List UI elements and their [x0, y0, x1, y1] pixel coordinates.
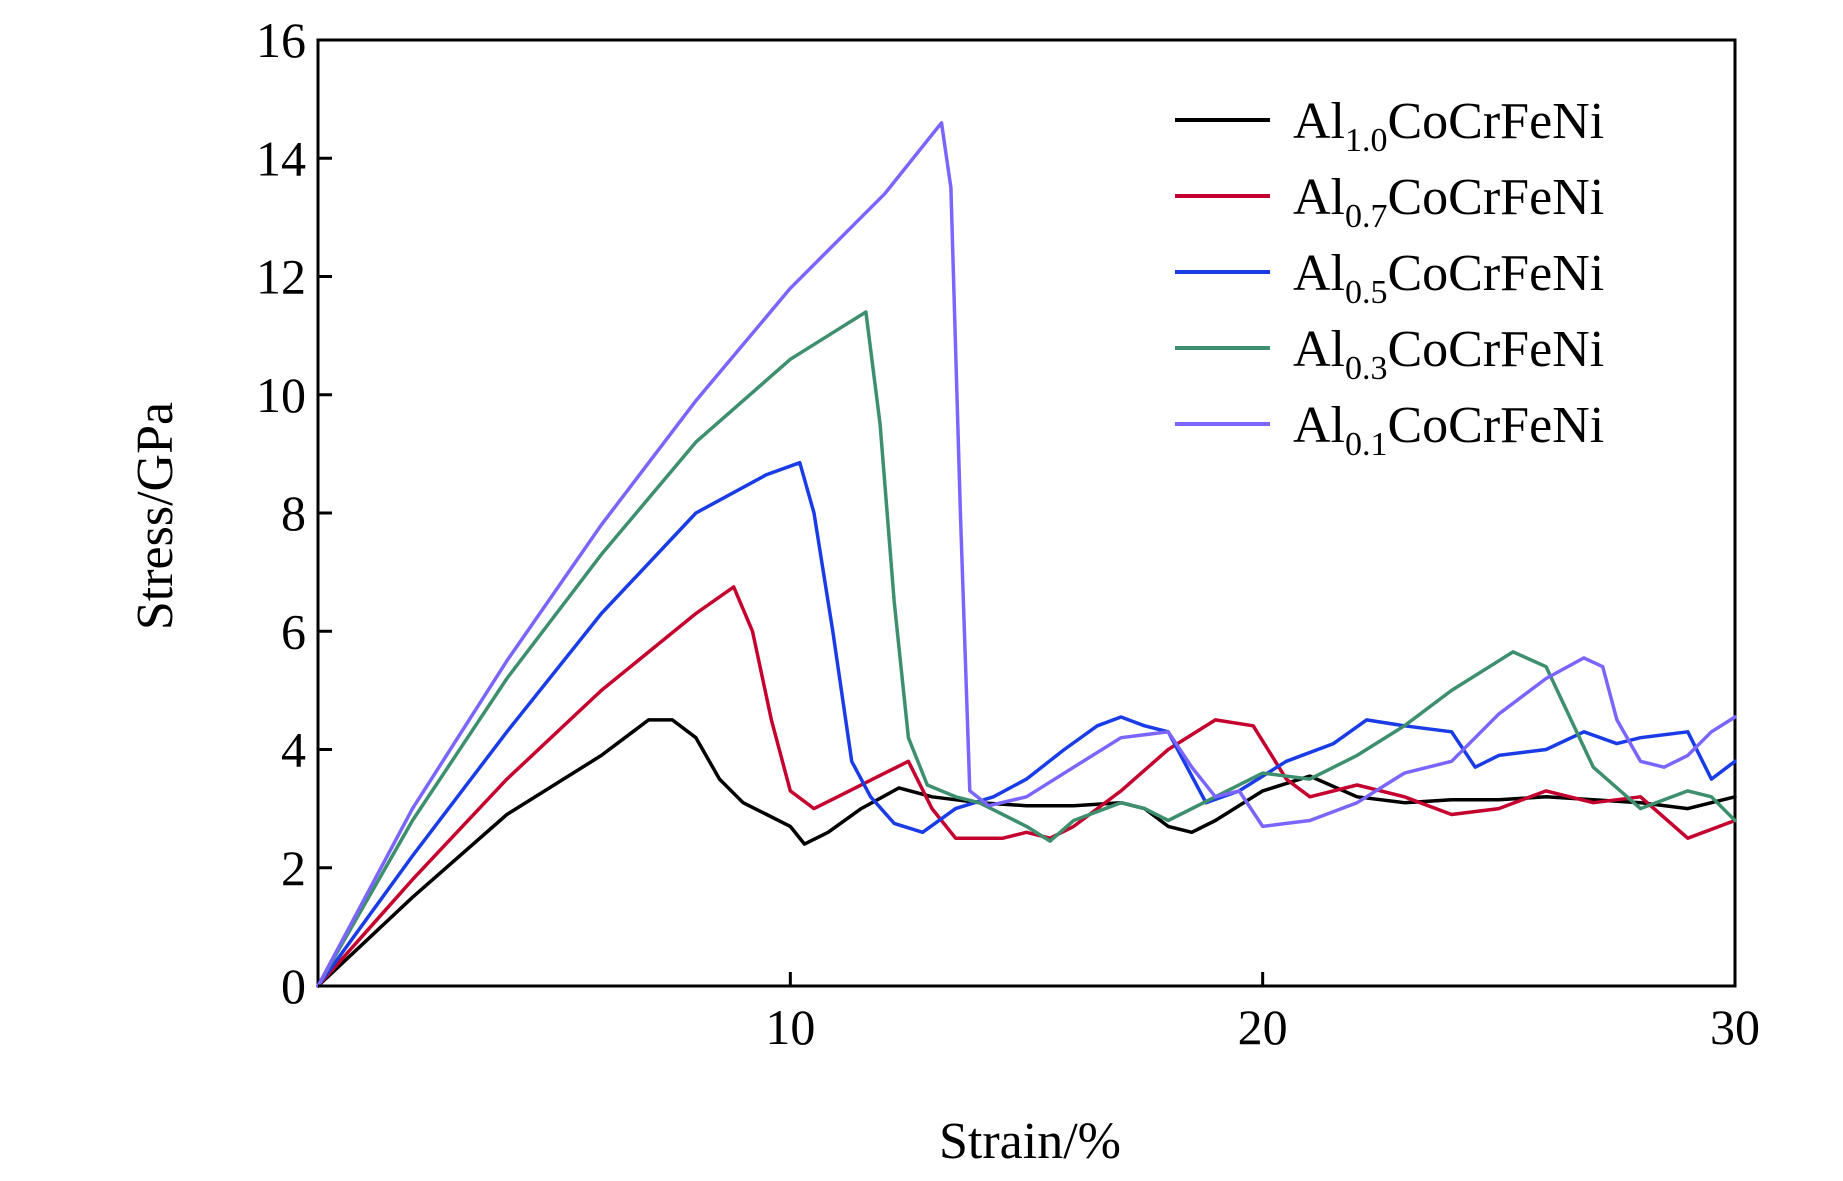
legend-item: Al1.0CoCrFeNi	[1175, 93, 1604, 159]
x-tick-label: 30	[1710, 999, 1760, 1055]
series-line-0-3	[316, 310, 1737, 988]
x-tick-label: 10	[765, 999, 815, 1055]
legend-label: Al1.0CoCrFeNi	[1293, 93, 1604, 159]
y-tick-label: 2	[281, 840, 306, 896]
x-axis-label: Strain/%	[939, 1113, 1121, 1170]
legend: Al1.0CoCrFeNi Al0.7CoCrFeNi Al0.5CoCrFeNi A…	[1175, 93, 1604, 463]
y-tick-label: 0	[281, 958, 306, 1014]
series-group	[316, 121, 1737, 988]
series-line-0-5	[316, 460, 1737, 988]
y-tick-label: 6	[281, 603, 306, 659]
series-line-0-7	[316, 585, 1737, 988]
legend-label: Al0.1CoCrFeNi	[1293, 397, 1604, 463]
legend-label: Al0.3CoCrFeNi	[1293, 321, 1604, 387]
legend-item: Al0.1CoCrFeNi	[1175, 397, 1604, 463]
y-tick-label: 12	[256, 249, 306, 305]
axes-group: 0 2 4 6 8 10 12 14 16 10 20 30	[256, 12, 1760, 1055]
y-axis-label: Stress/GPa	[127, 402, 184, 630]
legend-item: Al0.5CoCrFeNi	[1175, 245, 1604, 311]
legend-item: Al0.3CoCrFeNi	[1175, 321, 1604, 387]
y-tick-label: 8	[281, 485, 306, 541]
series-line-1-0	[316, 718, 1737, 988]
y-tick-label: 16	[256, 12, 306, 68]
y-tick-label: 10	[256, 367, 306, 423]
legend-item: Al0.7CoCrFeNi	[1175, 169, 1604, 235]
legend-label: Al0.5CoCrFeNi	[1293, 245, 1604, 311]
legend-label: Al0.7CoCrFeNi	[1293, 169, 1604, 235]
y-tick-label: 4	[281, 722, 306, 778]
y-tick-label: 14	[256, 130, 306, 186]
x-tick-label: 20	[1238, 999, 1288, 1055]
series-line-0-1	[316, 121, 1737, 988]
